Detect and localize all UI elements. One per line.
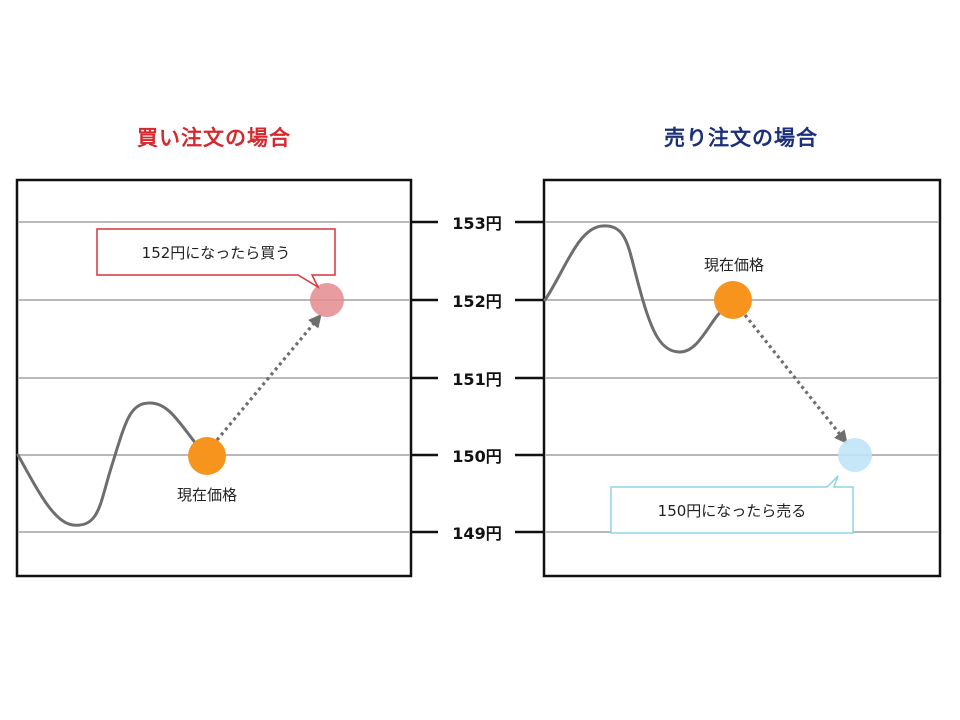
sell-target-marker [838, 438, 872, 472]
price-axis: 153円 152円 151円 150円 149円 [412, 214, 543, 543]
buy-target-marker [310, 283, 344, 317]
sell-arrow [743, 314, 848, 445]
buy-callout-box [96, 228, 336, 289]
sell-callout-box [610, 475, 854, 534]
buy-order-title: 買い注文の場合 [137, 126, 291, 150]
buy-callout: 152円になったら買う [96, 228, 336, 289]
buy-price-path [16, 401, 207, 527]
tick-label-153: 153円 [452, 214, 501, 233]
sell-callout: 150円になったら売る [610, 475, 854, 534]
sell-current-price-marker [714, 281, 752, 319]
buy-arrow [215, 313, 322, 442]
sell-panel: 現在価格 150円になったら売る [542, 178, 942, 578]
buy-current-price-label: 現在価格 [177, 486, 237, 504]
tick-label-150: 150円 [452, 447, 501, 466]
tick-label-149: 149円 [452, 524, 501, 543]
sell-order-title: 売り注文の場合 [664, 126, 818, 150]
tick-label-151: 151円 [452, 370, 501, 389]
sell-callout-text: 150円になったら売る [658, 502, 807, 520]
buy-panel: 現在価格 152円になったら買う [15, 178, 413, 578]
buy-callout-text: 152円になったら買う [142, 244, 291, 262]
sell-current-price-label: 現在価格 [704, 256, 764, 274]
tick-label-152: 152円 [452, 292, 501, 311]
sell-price-path [543, 224, 729, 354]
buy-current-price-marker [188, 437, 226, 475]
